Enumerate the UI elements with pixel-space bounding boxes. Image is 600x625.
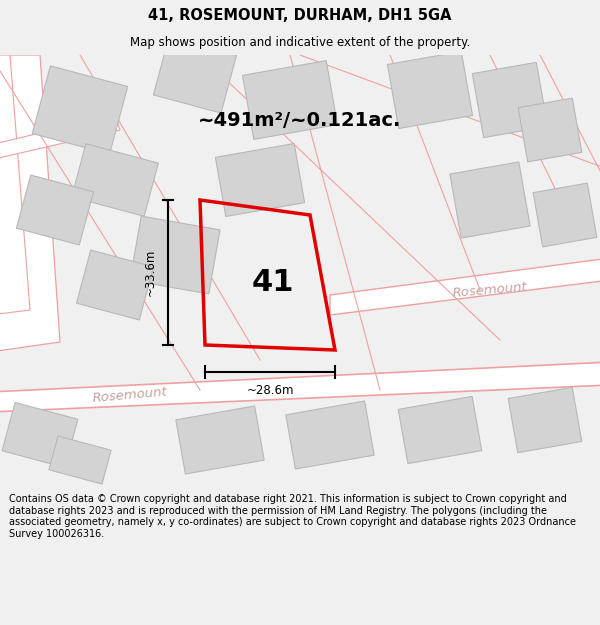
Text: ~33.6m: ~33.6m: [143, 249, 157, 296]
Polygon shape: [215, 144, 305, 216]
Polygon shape: [71, 144, 158, 216]
Text: 41: 41: [251, 268, 294, 297]
Text: Rosemount: Rosemount: [452, 280, 528, 300]
Polygon shape: [508, 388, 582, 452]
Text: ~491m²/~0.121ac.: ~491m²/~0.121ac.: [199, 111, 401, 129]
Polygon shape: [398, 396, 482, 464]
Polygon shape: [242, 61, 337, 139]
Polygon shape: [16, 175, 94, 245]
Polygon shape: [76, 250, 154, 320]
Polygon shape: [176, 406, 264, 474]
Polygon shape: [472, 62, 548, 138]
Polygon shape: [2, 402, 78, 468]
Text: Map shows position and indicative extent of the property.: Map shows position and indicative extent…: [130, 36, 470, 49]
Polygon shape: [518, 98, 582, 162]
Text: Rosemount: Rosemount: [92, 385, 168, 405]
Text: ~28.6m: ~28.6m: [246, 384, 294, 396]
Text: 41, ROSEMOUNT, DURHAM, DH1 5GA: 41, ROSEMOUNT, DURHAM, DH1 5GA: [148, 8, 452, 23]
Polygon shape: [286, 401, 374, 469]
Polygon shape: [0, 115, 120, 160]
Polygon shape: [130, 216, 220, 294]
Text: Contains OS data © Crown copyright and database right 2021. This information is : Contains OS data © Crown copyright and d…: [9, 494, 576, 539]
Polygon shape: [388, 51, 473, 129]
Polygon shape: [450, 162, 530, 238]
Polygon shape: [49, 436, 111, 484]
Polygon shape: [0, 55, 60, 352]
Polygon shape: [0, 55, 30, 315]
Polygon shape: [330, 258, 600, 315]
Polygon shape: [533, 183, 597, 247]
Polygon shape: [154, 37, 236, 113]
Polygon shape: [32, 66, 128, 154]
Polygon shape: [0, 362, 600, 412]
